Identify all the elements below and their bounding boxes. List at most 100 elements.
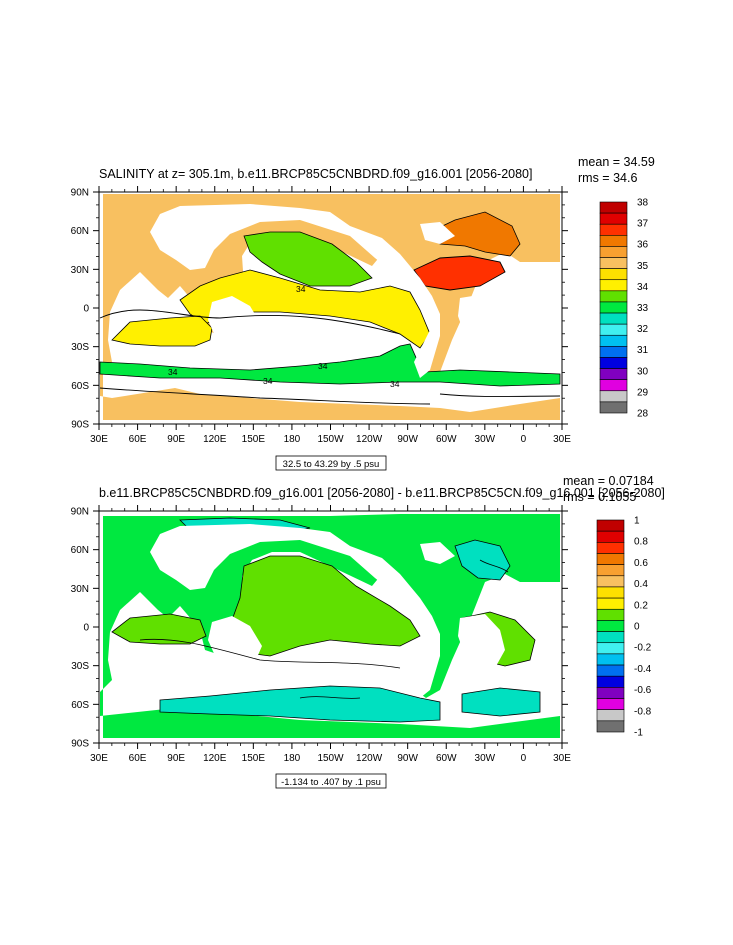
x-tick-label: 120W xyxy=(356,434,383,445)
y-tick-label: 90N xyxy=(71,188,89,199)
x-tick-label: 180 xyxy=(284,753,301,764)
colorbar-swatch xyxy=(599,212,628,225)
colorbar-swatch xyxy=(596,608,625,621)
panel-2: b.e11.BRCP85C5CNBDRD.f09_g16.001 [2056-2… xyxy=(71,474,665,789)
colorbar-swatch xyxy=(599,235,628,247)
colorbar-label: 33 xyxy=(637,303,649,314)
panel-2-range-label: -1.134 to .407 by .1 psu xyxy=(281,777,381,788)
panel-1-contour-labels: 34 34 34 34 34 xyxy=(168,284,400,389)
contour-label: 34 xyxy=(318,361,328,371)
x-tick-label: 60W xyxy=(436,753,457,764)
panel-1-map: 34 34 34 34 34 xyxy=(98,191,563,425)
colorbar-swatch xyxy=(596,553,625,565)
y-tick-label: 60S xyxy=(71,700,89,711)
panel-2-contours xyxy=(139,559,509,699)
y-tick-label: 30S xyxy=(71,342,89,353)
colorbar-swatch xyxy=(599,323,628,336)
colorbar-swatch xyxy=(596,575,625,588)
panel-1-north-atlantic-orange xyxy=(429,211,521,257)
y-tick-label: 90S xyxy=(71,739,89,750)
panel-1-contours xyxy=(99,309,561,405)
panel-2-title: b.e11.BRCP85C5CNBDRD.f09_g16.001 [2056-2… xyxy=(99,486,665,500)
colorbar-swatch xyxy=(599,379,628,392)
colorbar-swatch xyxy=(596,709,625,722)
x-tick-label: 150W xyxy=(317,753,344,764)
y-tick-label: 60N xyxy=(71,545,89,556)
colorbar-swatch xyxy=(596,620,625,632)
panel-1-rms: rms = 34.6 xyxy=(578,171,637,185)
x-tick-label: 30E xyxy=(553,753,571,764)
colorbar-swatch xyxy=(599,223,628,236)
colorbar-swatch xyxy=(596,530,625,543)
x-tick-label: 90E xyxy=(167,434,185,445)
panel-1-ocean-field xyxy=(100,194,560,420)
colorbar-swatch xyxy=(596,675,625,688)
x-tick-label: 30E xyxy=(553,434,571,445)
panel-1-range-box: 32.5 to 43.29 by .5 psu xyxy=(275,455,387,471)
x-tick-label: 0 xyxy=(521,434,527,445)
x-tick-label: 120E xyxy=(203,434,227,445)
colorbar-label: 28 xyxy=(637,409,649,420)
colorbar-swatch xyxy=(599,279,628,292)
colorbar-label: -0.6 xyxy=(634,685,652,696)
x-tick-label: 90W xyxy=(397,753,418,764)
x-tick-label: 90W xyxy=(397,434,418,445)
x-tick-label: 90E xyxy=(167,753,185,764)
colorbar-swatch xyxy=(596,720,625,733)
colorbar-swatch xyxy=(599,268,628,281)
x-tick-label: 30W xyxy=(475,753,496,764)
panel-2-southern-negative xyxy=(159,685,441,723)
y-tick-label: 60N xyxy=(71,226,89,237)
colorbar-label: 34 xyxy=(637,282,649,293)
colorbar-label: 0.8 xyxy=(634,537,648,548)
colorbar-label: 35 xyxy=(637,261,649,272)
x-tick-label: 180 xyxy=(284,434,301,445)
panel-1-atlantic-saline xyxy=(413,255,506,291)
colorbar-label: 1 xyxy=(634,516,640,527)
panel-2-map xyxy=(98,510,563,744)
colorbar-swatch xyxy=(599,368,628,380)
colorbar-swatch xyxy=(596,664,625,677)
panel-1-range-label: 32.5 to 43.29 by .5 psu xyxy=(283,459,380,470)
contour-label: 34 xyxy=(263,376,273,386)
colorbar-swatch xyxy=(596,564,625,577)
colorbar-swatch xyxy=(599,357,628,369)
x-tick-label: 60E xyxy=(129,753,147,764)
colorbar-label: 37 xyxy=(637,219,649,230)
panel-1-land xyxy=(150,204,505,378)
panel-2-indian-positive xyxy=(111,613,207,645)
panel-1-title: SALINITY at z= 305.1m, b.e11.BRCP85C5CNB… xyxy=(99,167,532,181)
x-tick-label: 150E xyxy=(242,434,266,445)
colorbar-label: 0.6 xyxy=(634,558,648,569)
y-tick-label: 0 xyxy=(83,304,89,315)
x-tick-label: 150E xyxy=(242,753,266,764)
y-tick-label: 90S xyxy=(71,420,89,431)
panel-1-north-pacific-fresh xyxy=(243,231,373,287)
panel-2-range-box: -1.134 to .407 by .1 psu xyxy=(275,773,387,789)
colorbar-swatch xyxy=(599,401,628,414)
panel-1-southern-fresh-band xyxy=(99,343,561,387)
panel-2-rms: rms = 0.1055 xyxy=(563,490,636,504)
contour-label: 34 xyxy=(296,284,306,294)
colorbar-swatch xyxy=(599,312,628,325)
colorbar-swatch xyxy=(599,301,628,314)
panel-1: SALINITY at z= 305.1m, b.e11.BRCP85C5CNB… xyxy=(71,155,655,471)
x-tick-label: 60E xyxy=(129,434,147,445)
panel-1-mean: mean = 34.59 xyxy=(578,155,655,169)
x-tick-label: 30W xyxy=(475,434,496,445)
colorbar-label: 32 xyxy=(637,324,649,335)
panel-2-axis-ticks: 30E 60E 90E 120E 150E 180 150W 120W 90W 60W 30W 0 30… xyxy=(71,505,571,764)
panel-1-axis-ticks: 30E 60E 90E 120E 150E 180 150W 120W 90W 60W 30W 0 30… xyxy=(71,186,571,445)
panel-2-north-atlantic-negative xyxy=(454,539,511,581)
colorbar-label: -1 xyxy=(634,728,643,739)
panel-2-range-frame xyxy=(275,773,387,789)
colorbar-swatch xyxy=(596,631,625,644)
x-tick-label: 30E xyxy=(90,753,108,764)
colorbar-swatch xyxy=(599,334,628,347)
colorbar-swatch xyxy=(596,687,625,699)
colorbar-swatch xyxy=(596,642,625,655)
colorbar-swatch xyxy=(599,390,628,403)
x-tick-label: 120W xyxy=(356,753,383,764)
colorbar-label: -0.8 xyxy=(634,706,652,717)
